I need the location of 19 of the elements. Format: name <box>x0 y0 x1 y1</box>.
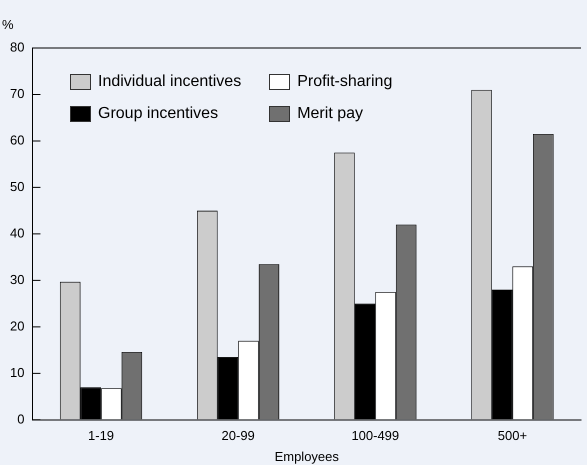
y-axis-title: % <box>2 17 14 32</box>
y-tick-label: 80 <box>10 40 24 55</box>
x-tick-label: 1-19 <box>88 428 114 444</box>
x-axis-title: Employees <box>274 448 340 464</box>
y-tick-label: 10 <box>10 364 24 380</box>
legend-label: Profit-sharing <box>297 73 392 91</box>
x-tick-label: 20-99 <box>222 428 255 444</box>
legend-label: Individual incentives <box>98 73 242 91</box>
legend-label: Merit pay <box>297 105 363 123</box>
y-tick-label: 0 <box>17 411 24 426</box>
y-tick-label: 30 <box>10 272 24 287</box>
y-tick-label: 70 <box>10 86 24 102</box>
x-tick-label: 100-499 <box>351 428 400 444</box>
y-tick-label: 40 <box>10 225 24 240</box>
y-tick-label: 50 <box>10 179 24 194</box>
y-tick-label: 60 <box>10 132 24 148</box>
legend-label: Group incentives <box>98 105 218 123</box>
y-tick-label: 20 <box>10 318 24 334</box>
x-tick-label: 500+ <box>498 428 528 444</box>
